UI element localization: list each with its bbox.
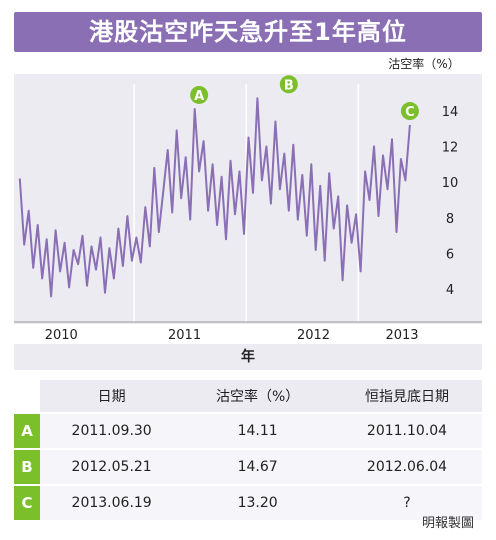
annotation-label: A <box>194 89 204 104</box>
row-rate: 14.67 <box>183 450 333 484</box>
annotation-marker <box>279 75 298 94</box>
annotation-label: C <box>405 105 415 120</box>
x-axis-label: 年 <box>241 349 255 365</box>
annotation-marker <box>190 85 209 104</box>
row-rate: 13.20 <box>183 486 333 520</box>
title-bar: 港股沽空咋天急升至1年高位 <box>14 12 482 52</box>
table-header: 日期 <box>40 380 184 412</box>
row-label: B <box>14 450 40 484</box>
info-table: 日期 沽空率（%） 恒指見底日期 A 2011.09.30 14.11 2011… <box>14 378 482 522</box>
credit: 明報製圖 <box>421 516 474 531</box>
y-tick-label: 12 <box>442 140 459 155</box>
row-bottom-date: 2011.10.04 <box>332 414 482 448</box>
y-tick-label: 6 <box>446 248 454 263</box>
row-bottom-date: ? <box>332 486 482 520</box>
row-date: 2011.09.30 <box>40 414 184 448</box>
y-tick-label: 10 <box>442 176 459 191</box>
table-row: B 2012.05.21 14.67 2012.06.04 <box>14 450 482 484</box>
row-date: 2013.06.19 <box>40 486 184 520</box>
row-rate: 14.11 <box>183 414 333 448</box>
row-bottom-date: 2012.06.04 <box>332 450 482 484</box>
table-header: 恒指見底日期 <box>332 380 482 412</box>
row-label: A <box>14 414 40 448</box>
annotation-marker <box>400 102 419 121</box>
line-chart: 2010 2011 2012 2013 4 6 8 10 12 14 沽空率（%） A B C <box>14 56 482 343</box>
x-tick-label: 2012 <box>297 328 330 343</box>
x-axis-label-band: 年 <box>14 344 482 370</box>
annotation-label: B <box>284 78 294 93</box>
y-tick-label: 8 <box>446 212 454 227</box>
y-axis-label: 沽空率（%） <box>388 56 459 71</box>
x-tick-label: 2013 <box>385 328 418 343</box>
row-label: C <box>14 486 40 520</box>
y-tick-label: 4 <box>446 283 454 298</box>
table-row: C 2013.06.19 13.20 ? <box>14 486 482 520</box>
series-line <box>18 97 411 298</box>
x-tick-label: 2011 <box>168 328 201 343</box>
table-header-row: 日期 沽空率（%） 恒指見底日期 <box>14 380 482 412</box>
y-tick-label: 14 <box>442 105 459 120</box>
x-tick-label: 2010 <box>45 328 78 343</box>
table-row: A 2011.09.30 14.11 2011.10.04 <box>14 414 482 448</box>
row-date: 2012.05.21 <box>40 450 184 484</box>
chart-title: 港股沽空咋天急升至1年高位 <box>89 18 407 46</box>
table-header: 沽空率（%） <box>183 380 333 412</box>
table-corner <box>14 380 40 412</box>
